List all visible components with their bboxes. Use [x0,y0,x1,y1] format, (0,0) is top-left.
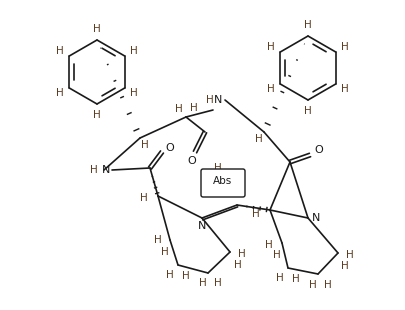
Text: H: H [323,280,331,290]
Text: H: H [90,165,98,175]
Text: H: H [213,278,221,288]
Text: H: H [292,274,299,284]
Text: H: H [93,110,100,120]
Text: H: H [252,209,259,219]
Text: H: H [140,193,147,203]
Text: H: H [234,260,241,270]
Text: H: H [130,46,138,55]
Text: H: H [236,181,243,191]
Text: H: H [238,249,245,259]
Text: H: H [345,250,353,260]
Text: H: H [161,247,168,257]
Text: O: O [314,145,322,155]
Text: H: H [254,134,262,144]
Text: H: H [141,140,149,150]
FancyBboxPatch shape [200,169,244,197]
Text: H: H [341,85,348,95]
Text: H: H [341,42,348,51]
Text: H: H [190,103,197,113]
Text: H: H [175,104,182,114]
Text: H: H [213,163,221,173]
Text: H: H [264,240,272,250]
Text: H: H [273,250,280,260]
Text: H: H [166,270,173,280]
Text: Abs: Abs [213,176,232,186]
Text: H: H [182,271,190,281]
Text: H: H [303,106,311,116]
Text: H: H [266,42,274,51]
Text: H: H [56,88,64,99]
Text: H: H [198,278,207,288]
Text: H: H [56,46,64,55]
Text: N: N [197,221,206,231]
Text: H: H [340,261,348,271]
Text: H: H [266,85,274,95]
Text: N: N [311,213,320,223]
Text: O: O [187,156,196,166]
Text: H: H [154,235,162,245]
Text: H: H [130,88,138,99]
Text: H: H [93,24,100,34]
Text: H: H [303,20,311,30]
Text: O: O [165,143,174,153]
Text: H: H [308,280,316,290]
Text: H: H [275,273,283,283]
Text: H: H [206,95,213,105]
Text: N: N [213,95,222,105]
Text: N: N [102,165,110,175]
